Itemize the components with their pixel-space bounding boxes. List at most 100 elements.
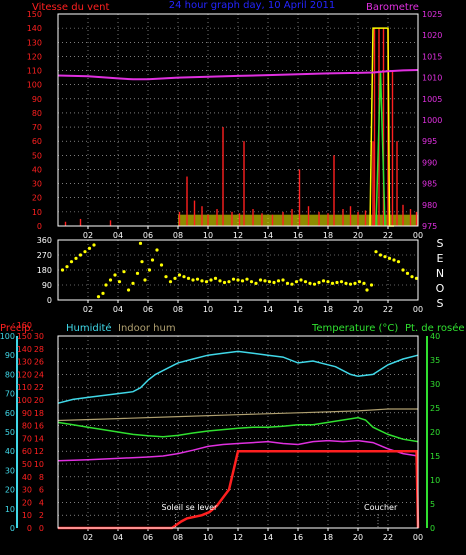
wind-direction-point [122, 270, 126, 274]
humidity-y-tick-label: 30 [5, 466, 15, 475]
dir-y-tick-label: 360 [37, 236, 52, 245]
p1-x-tick-label: 04 [113, 231, 123, 240]
wind-direction-point [231, 277, 236, 281]
wind-direction-point [200, 279, 204, 283]
wind-direction-point [218, 279, 222, 283]
humidity-y-tick-label: 10 [5, 505, 15, 514]
humidity-y-tick-label: 50 [5, 428, 15, 437]
precip-y-tick-label: 20 [34, 396, 44, 405]
wind-direction-point [290, 282, 294, 286]
wind-direction-point [213, 276, 218, 280]
wind-direction-point [60, 268, 65, 272]
wind-axis-label: Vitesse du vent [32, 2, 109, 13]
wind-y-tick-label: 20 [32, 194, 42, 203]
p1-x-tick-label: 22 [383, 231, 393, 240]
dew-y-tick-label: 80 [22, 422, 32, 431]
wind-direction-point [294, 280, 299, 284]
wind-direction-point [362, 281, 366, 285]
wind-direction-point [168, 280, 173, 284]
compass-letter: S [437, 237, 444, 250]
baro-y-tick-label: 975 [422, 222, 437, 231]
wind-direction-point [150, 258, 155, 262]
dew-axis-label: Pt. de rosée [405, 322, 465, 334]
wind-y-tick-label: 80 [32, 109, 42, 118]
p2-x-tick-label: 20 [353, 305, 363, 314]
temp-y-tick-label: 25 [430, 404, 440, 413]
indoor-humidity-line [57, 408, 418, 422]
wind-direction-point [74, 256, 78, 260]
wind-direction-point [240, 279, 245, 283]
chart-layer: 0102030405060708090100110120130140150975… [0, 10, 445, 542]
wind-direction-point [401, 268, 405, 272]
humidity-y-tick-label: 80 [5, 370, 15, 379]
baro-y-tick-label: 980 [422, 201, 437, 210]
p1-x-tick-label: 18 [323, 231, 333, 240]
humidity-y-tick-label: 40 [5, 447, 15, 456]
wind-y-tick-label: 90 [32, 95, 42, 104]
precip-y-tick-label: 10 [34, 460, 44, 469]
wind-direction-point [281, 278, 285, 282]
p3-x-tick-label: 08 [173, 533, 183, 542]
p2-x-tick-label: 16 [293, 305, 303, 314]
dew-y-tick-label: 0 [27, 524, 32, 533]
precip-y-tick-label: 0 [39, 524, 44, 533]
precip-y-tick-label: 8 [39, 473, 44, 482]
wind-direction-point [173, 276, 177, 280]
wind-direction-point [387, 256, 392, 260]
wind-direction-point [204, 280, 209, 284]
dir-y-tick-label: 90 [42, 281, 52, 290]
p2-x-tick-label: 10 [203, 305, 213, 314]
wind-y-tick-label: 130 [27, 38, 42, 47]
wind-direction-point [312, 282, 317, 286]
dew-y-tick-label: 60 [22, 447, 32, 456]
dew-y-tick-label: 140 [17, 345, 32, 354]
precip-y-tick-label: 22 [34, 383, 44, 392]
dir-y-tick-label: 0 [47, 296, 52, 305]
dew-y-tick-label: 90 [22, 409, 32, 418]
dew-y-tick-label: 110 [17, 383, 32, 392]
p2-x-tick-label: 06 [143, 305, 153, 314]
temperature-line [57, 416, 419, 443]
wind-direction-point [195, 277, 200, 281]
panel-wind-frame [57, 13, 419, 227]
wind-direction-point [209, 278, 213, 282]
p3-x-tick-label: 20 [353, 533, 363, 542]
dew-y-tick-label: 150 [17, 332, 32, 341]
wind-direction-point [392, 258, 396, 262]
wind-direction-point [186, 276, 191, 280]
humidity-axis-label: Humidité [66, 322, 112, 334]
p2-x-tick-label: 04 [113, 305, 123, 314]
p3-x-tick-label: 12 [233, 533, 243, 542]
wind-direction-point [138, 241, 143, 245]
baro-y-tick-label: 995 [422, 137, 437, 146]
barometer-line [57, 69, 419, 81]
precip-y-tick-label: 6 [39, 486, 44, 495]
wind-direction-point [357, 280, 362, 284]
wind-direction-point [258, 278, 263, 282]
humidity-y-tick-label: 20 [5, 486, 15, 495]
dew-y-tick-label: 30 [22, 486, 32, 495]
humidity-y-tick-label: 90 [5, 351, 15, 360]
wind-direction-point [159, 263, 164, 267]
wind-direction-point [108, 278, 113, 282]
wind-direction-point [101, 291, 105, 295]
p3-x-tick-label: 10 [203, 533, 213, 542]
indoor-hum-label: Indoor hum [118, 323, 176, 334]
wind-direction-point [245, 277, 249, 281]
wind-y-tick-label: 0 [37, 222, 42, 231]
compass-letter: O [436, 282, 445, 295]
wind-direction-point [267, 280, 272, 284]
humidity-y-tick-label: 60 [5, 409, 15, 418]
p3-x-tick-label: 02 [83, 533, 93, 542]
wind-direction-point [285, 281, 290, 285]
dew-y-tick-label: 50 [22, 460, 32, 469]
p1-x-tick-label: 06 [143, 231, 153, 240]
baro-y-tick-label: 1005 [422, 95, 442, 104]
sun-annotation: Soleil se lever [162, 503, 219, 512]
p3-x-tick-label: 22 [383, 533, 393, 542]
wind-direction-point [164, 275, 168, 279]
wind-direction-point [365, 288, 369, 292]
dir-y-tick-label: 180 [37, 266, 52, 275]
wind-direction-point [414, 276, 419, 280]
